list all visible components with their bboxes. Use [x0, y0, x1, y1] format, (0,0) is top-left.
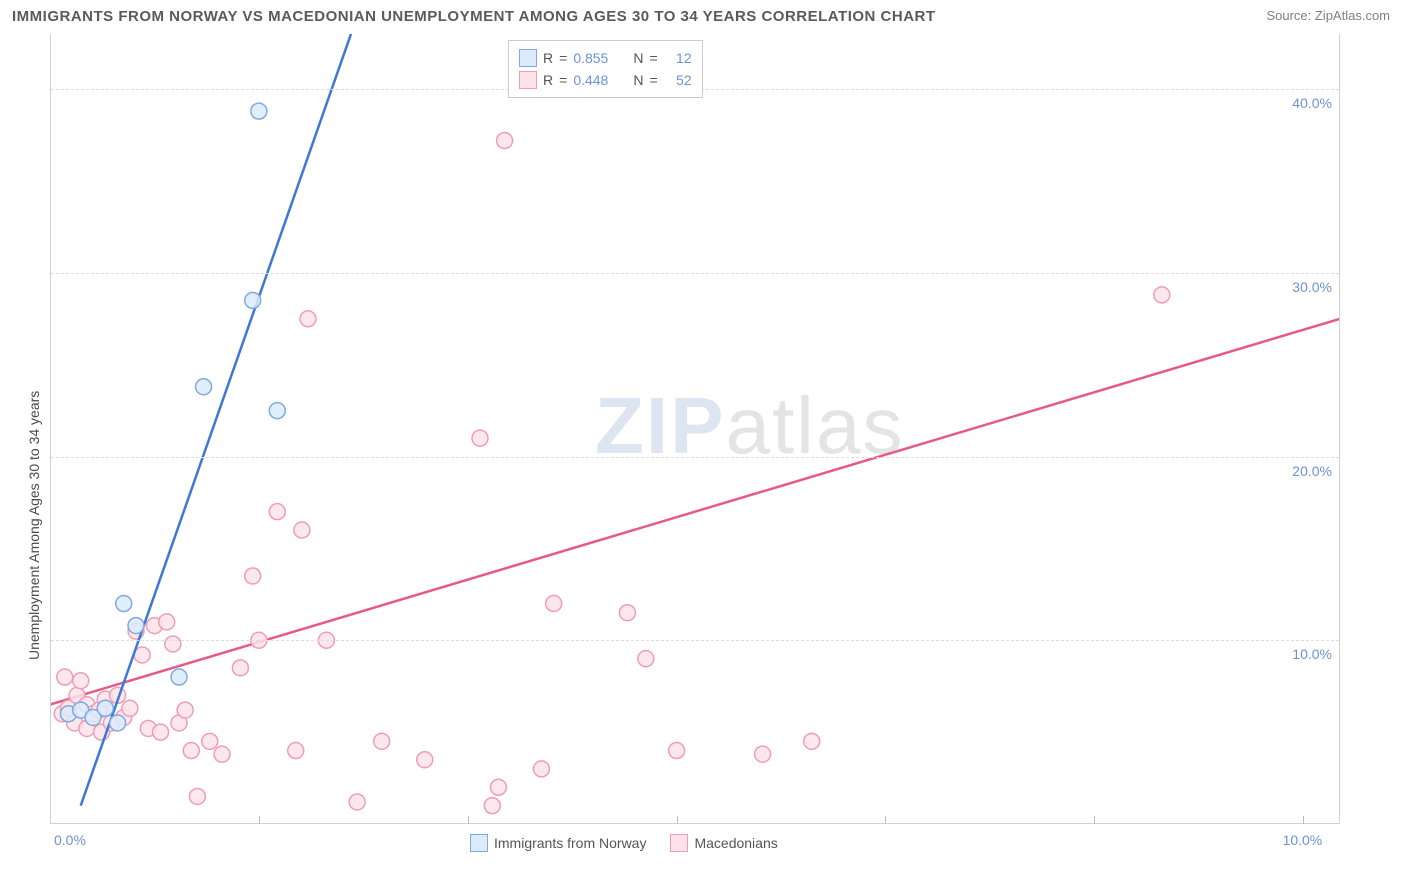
axis-bottom	[50, 823, 1340, 824]
series-legend-item: Macedonians	[670, 834, 777, 852]
legend-swatch	[519, 71, 537, 89]
y-tick-label: 20.0%	[1272, 463, 1332, 479]
legend-eq: =	[559, 69, 567, 91]
x-tick-mark	[1094, 816, 1095, 824]
y-tick-label: 40.0%	[1272, 95, 1332, 111]
legend-N-value: 12	[664, 47, 692, 69]
stats-legend-row: R = 0.855 N = 12	[519, 47, 692, 69]
x-tick-label: 10.0%	[1283, 832, 1323, 848]
legend-eq: =	[649, 69, 657, 91]
legend-eq: =	[649, 47, 657, 69]
axis-right	[1339, 34, 1340, 824]
legend-R-label: R	[543, 69, 553, 91]
series-legend-item: Immigrants from Norway	[470, 834, 646, 852]
legend-swatch	[519, 49, 537, 67]
y-tick-label: 30.0%	[1272, 279, 1332, 295]
series-name: Macedonians	[694, 835, 777, 851]
watermark-zip: ZIP	[595, 381, 725, 470]
y-axis-label: Unemployment Among Ages 30 to 34 years	[26, 391, 42, 660]
stats-legend-row: R = 0.448 N = 52	[519, 69, 692, 91]
chart-title: IMMIGRANTS FROM NORWAY VS MACEDONIAN UNE…	[12, 8, 936, 25]
legend-R-value: 0.448	[573, 69, 627, 91]
legend-N-value: 52	[664, 69, 692, 91]
stats-legend: R = 0.855 N = 12 R = 0.448 N = 52	[508, 40, 703, 98]
legend-R-value: 0.855	[573, 47, 627, 69]
legend-eq: =	[559, 47, 567, 69]
gridline	[51, 640, 1339, 641]
watermark: ZIPatlas	[595, 380, 904, 472]
watermark-atlas: atlas	[725, 381, 904, 470]
legend-R-label: R	[543, 47, 553, 69]
legend-swatch	[470, 834, 488, 852]
legend-swatch	[670, 834, 688, 852]
legend-N-label: N	[633, 47, 643, 69]
series-name: Immigrants from Norway	[494, 835, 646, 851]
x-tick-mark	[677, 816, 678, 824]
axis-left	[50, 34, 51, 824]
gridline	[51, 273, 1339, 274]
x-tick-mark	[1303, 816, 1304, 824]
source-attribution: Source: ZipAtlas.com	[1266, 8, 1390, 23]
series-legend: Immigrants from Norway Macedonians	[470, 834, 778, 852]
y-tick-label: 10.0%	[1272, 646, 1332, 662]
x-tick-mark	[885, 816, 886, 824]
x-tick-label: 0.0%	[54, 832, 86, 848]
x-tick-mark	[468, 816, 469, 824]
x-tick-mark	[259, 816, 260, 824]
legend-N-label: N	[633, 69, 643, 91]
